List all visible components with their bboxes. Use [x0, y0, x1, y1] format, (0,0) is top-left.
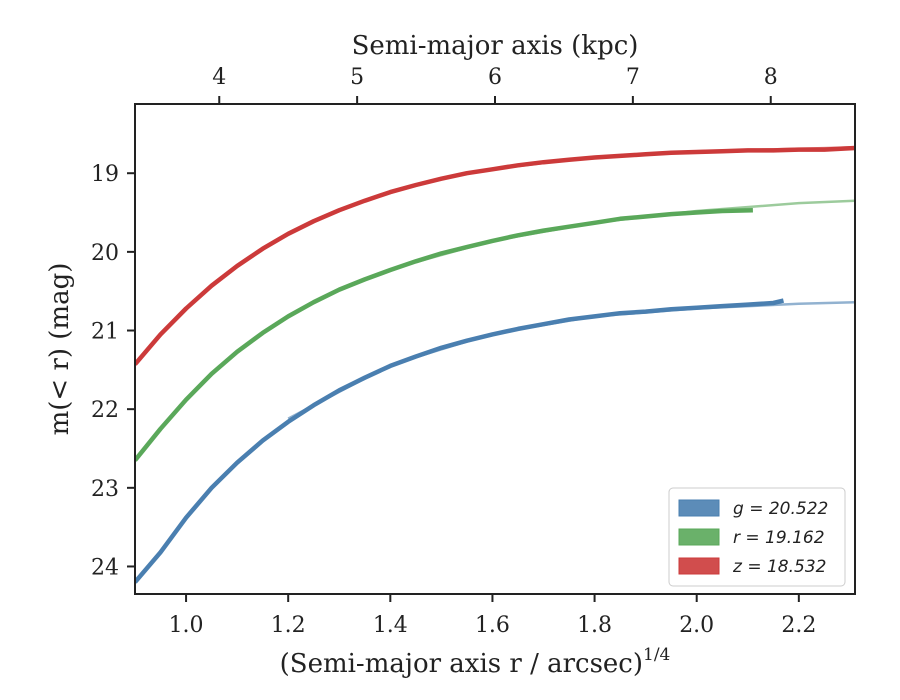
- top-tick-label: 8: [764, 65, 778, 90]
- x-axis-title: (Semi-major axis r / arcsec)1/4: [280, 645, 671, 679]
- series-layer: [135, 145, 855, 584]
- top-tick-label: 6: [488, 65, 502, 90]
- y-tick-label: 20: [91, 241, 119, 266]
- legend: g = 20.522 r = 19.162 z = 18.532: [668, 487, 846, 587]
- y-tick-label: 22: [91, 398, 119, 423]
- y-tick-label: 23: [91, 477, 119, 502]
- legend-swatch: [678, 499, 720, 517]
- y-axis-title: m(< r) (mag): [45, 263, 75, 436]
- x-tick-label: 1.4: [373, 613, 408, 638]
- x-axis-title-exponent: 1/4: [643, 645, 670, 665]
- series-r-model-line: [389, 199, 855, 271]
- x-tick-label: 2.2: [781, 613, 816, 638]
- legend-swatch: [678, 528, 720, 546]
- series-r-line: [135, 207, 753, 462]
- y-tick-label: 24: [91, 555, 119, 580]
- top-axis-title: Semi-major axis (kpc): [352, 31, 639, 61]
- y-tick-label: 19: [91, 162, 119, 187]
- x-tick-label: 1.6: [475, 613, 510, 638]
- x-tick-label: 1.0: [169, 613, 204, 638]
- legend-label: r = 19.162: [733, 528, 825, 548]
- legend-label: z = 18.532: [732, 557, 826, 577]
- top-tick-label: 7: [626, 65, 640, 90]
- x-axis: 1.0 1.2 1.4 1.6 1.8 2.0 2.2: [169, 594, 816, 638]
- series-z-line: [135, 145, 855, 366]
- series-g-line: [135, 298, 785, 584]
- top-tick-label: 4: [212, 65, 226, 90]
- top-tick-label: 5: [350, 65, 364, 90]
- top-x-axis: 4 5 6 7 8: [212, 65, 778, 104]
- x-tick-label: 1.2: [271, 613, 306, 638]
- legend-swatch: [678, 557, 720, 575]
- y-axis: 19 20 21 22 23 24: [91, 162, 135, 580]
- x-tick-label: 1.8: [577, 613, 612, 638]
- y-tick-label: 21: [91, 320, 119, 345]
- legend-label: g = 20.522: [733, 499, 828, 519]
- x-tick-label: 2.0: [679, 613, 714, 638]
